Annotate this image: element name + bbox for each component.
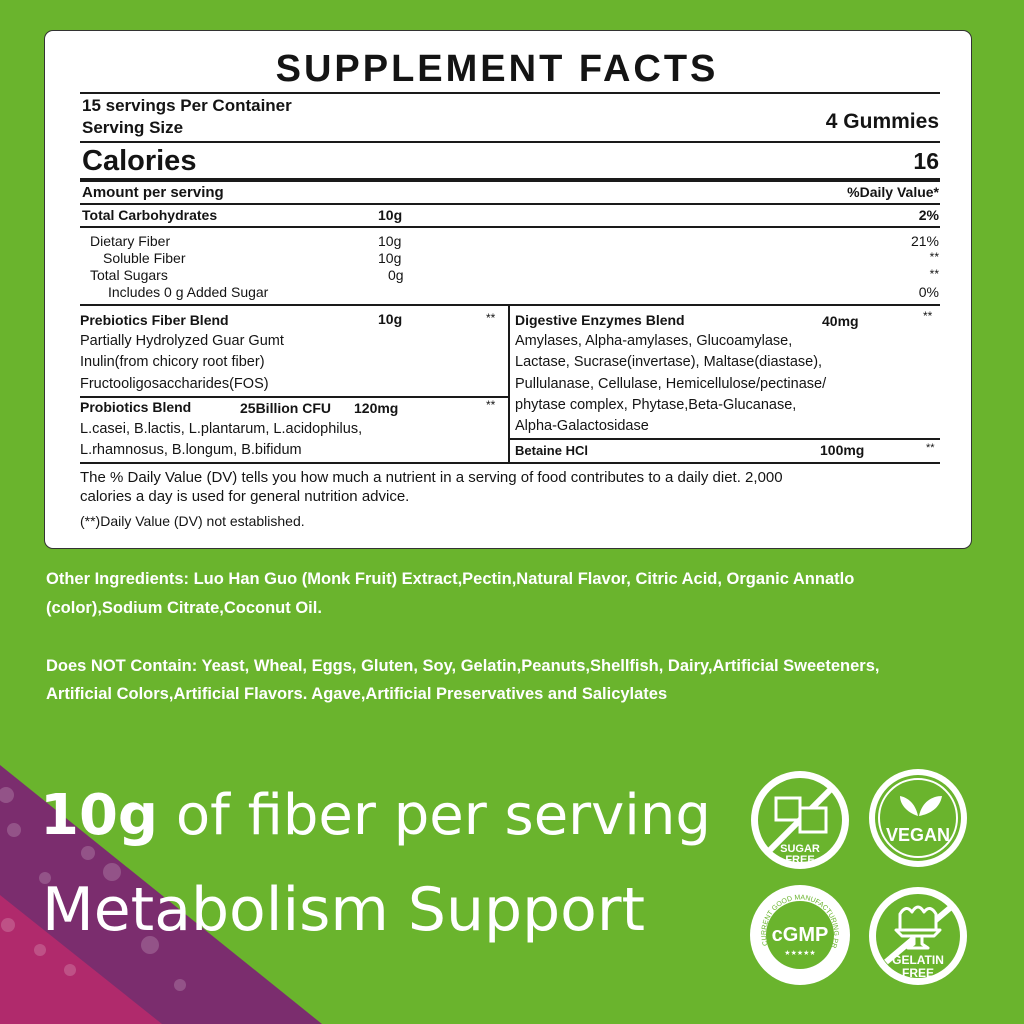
svg-text:SUGAR: SUGAR [780,843,820,855]
prebiotics-name: Prebiotics Fiber Blend [80,312,229,328]
other-ingredients: Other Ingredients: Luo Han Guo (Monk Fru… [46,570,855,588]
row-dv: 21% [910,233,939,249]
headline-metabolism: Metabolism Support [42,875,646,945]
row-name: Dietary Fiber [90,233,171,249]
serving-size-value: 4 Gummies [825,110,939,133]
probiotics-name: Probiotics Blend [80,399,192,415]
enzymes-dv: ** [923,309,933,323]
svg-text:FREE: FREE [902,966,934,980]
headline-rest: of fiber per serving [158,783,711,848]
does-not-contain: Does NOT Contain: Yeast, Wheal, Eggs, Gl… [46,657,880,675]
row-dv: 0% [918,284,939,300]
svg-text:cGMP: cGMP [772,924,829,946]
probiotics-dv: ** [486,398,496,412]
row-name: Total Sugars [90,267,168,283]
prebiotics-dv: ** [486,311,496,325]
betaine-name: Betaine HCl [515,443,588,458]
row-name: Total Carbohydrates [82,207,218,223]
prebiotics-line: Fructooligosaccharides(FOS) [80,376,269,392]
prebiotics-amount: 10g [378,311,403,327]
enzymes-line: Lactase, Sucrase(invertase), Maltase(dia… [515,354,823,370]
daily-value-header: %Daily Value* [847,184,939,200]
enzymes-amount: 40mg [822,313,859,329]
svg-text:★★★★★: ★★★★★ [784,949,815,957]
probiotics-line: L.rhamnosus, B.longum, B.bifidum [80,442,302,458]
gelatin-free-badge: GELATIN FREE [869,887,967,985]
probiotics-line: L.casei, B.lactis, L.plantarum, L.acidop… [80,421,363,437]
svg-text:GELATIN: GELATIN [892,953,944,967]
svg-text:VEGAN: VEGAN [886,825,950,845]
does-not-contain: Artificial Colors,Artificial Flavors. Ag… [46,685,668,703]
row-name: Soluble Fiber [103,250,186,266]
jelly-icon [894,905,942,950]
enzymes-name: Digestive Enzymes Blend [515,312,685,328]
row-name: Includes 0 g Added Sugar [108,284,269,300]
footnote: (**)Daily Value (DV) not established. [80,513,305,529]
serving-size-label: Serving Size [82,118,184,137]
enzymes-line: Alpha-Galactosidase [515,418,649,434]
betaine-amount: 100mg [820,442,865,458]
probiotics-cfu: 25Billion CFU [240,400,332,416]
facts-title: SUPPLEMENT FACTS [275,48,719,90]
row-amount: 10g [378,233,402,249]
servings-per-container: 15 servings Per Container [82,96,292,115]
cgmp-badge: CURRENT GOOD MANUFACTURING PRACTICE cGMP… [748,883,850,985]
row-dv: 2% [918,207,939,223]
probiotics-amount: 120mg [354,400,399,416]
prebiotics-line: Inulin(from chicory root fiber) [80,354,265,370]
row-amount: 10g [378,207,403,223]
headline-bold: 10g [40,783,159,848]
headline-fiber: 10g of fiber per serving [40,788,711,844]
amount-per-serving: Amount per serving [82,184,224,201]
calories-value: 16 [913,148,939,174]
enzymes-line: Amylases, Alpha-amylases, Glucoamylase, [515,333,793,349]
leaf-icon [900,796,942,816]
vegan-badge: VEGAN [869,769,967,867]
betaine-dv: ** [926,442,935,454]
calories-label: Calories [82,145,197,177]
enzymes-line: Pullulanase, Cellulase, Hemicellulose/pe… [515,376,827,392]
row-amount: 0g [388,267,404,283]
row-dv: ** [929,250,939,264]
row-amount: 10g [378,250,402,266]
sugar-cube-icon [798,806,828,834]
footnote: calories a day is used for general nutri… [80,488,410,505]
row-dv: ** [929,267,939,281]
other-ingredients: (color),Sodium Citrate,Coconut Oil. [46,599,322,617]
svg-text:FREE: FREE [785,854,814,866]
prebiotics-line: Partially Hydrolyzed Guar Gumt [80,333,284,349]
enzymes-line: phytase complex, Phytase,Beta-Glucanase, [515,397,797,413]
footnote: The % Daily Value (DV) tells you how muc… [80,469,783,486]
sugar-free-badge: SUGAR FREE [751,771,849,869]
